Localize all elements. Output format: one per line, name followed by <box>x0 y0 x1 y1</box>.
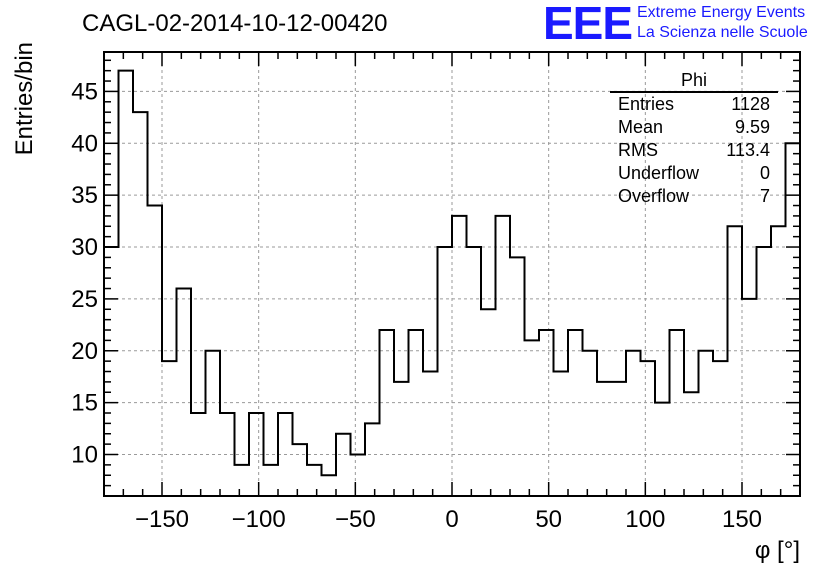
stats-row-mean: Mean 9.59 <box>610 116 778 139</box>
axis-ticks <box>103 52 801 496</box>
histogram-step-line <box>103 69 801 496</box>
x-tick-label: 0 <box>445 506 458 533</box>
stats-label: Overflow <box>618 186 690 206</box>
stats-label: Mean <box>618 117 664 137</box>
x-tick-label: 50 <box>535 506 562 533</box>
stats-value: 0 <box>759 163 770 183</box>
stats-box-title: Phi <box>610 70 778 93</box>
chart-title: CAGL-02-2014-10-12-00420 <box>82 10 388 37</box>
y-tick-label: 30 <box>71 234 98 261</box>
y-tick-label: 25 <box>71 286 98 313</box>
x-tick-label: 150 <box>722 506 762 533</box>
y-tick-label: 15 <box>71 390 98 417</box>
y-tick-labels: 10 15 20 25 30 35 40 45 <box>71 78 98 468</box>
y-tick-label: 45 <box>71 78 98 105</box>
stats-label: Underflow <box>618 163 700 183</box>
logo-line-2: La Scienza nelle Scuole <box>637 24 808 41</box>
stats-row-rms: RMS 113.4 <box>610 139 778 162</box>
stats-value: 7 <box>759 186 770 206</box>
stats-row-underflow: Underflow 0 <box>610 162 778 185</box>
stats-row-entries: Entries 1128 <box>610 93 778 116</box>
y-tick-label: 35 <box>71 182 98 209</box>
eee-logo: EEE <box>543 0 633 49</box>
stats-value: 113.4 <box>726 140 770 160</box>
x-tick-label: −50 <box>335 506 376 533</box>
y-tick-label: 10 <box>71 442 98 469</box>
x-tick-labels: −150 −100 −50 0 50 100 150 <box>135 506 762 533</box>
x-axis-label: φ [°] <box>755 537 800 564</box>
x-tick-label: −150 <box>135 506 189 533</box>
y-tick-label: 40 <box>71 130 98 157</box>
stats-row-overflow: Overflow 7 <box>610 185 778 208</box>
logo-line-1: Extreme Energy Events <box>637 4 806 21</box>
stats-value: 9.59 <box>734 117 770 137</box>
stats-label: RMS <box>618 140 658 160</box>
y-axis-label: Entries/bin <box>11 42 38 155</box>
logo-caption: Extreme Energy Events La Scienza nelle S… <box>637 3 808 43</box>
x-tick-label: 100 <box>625 506 665 533</box>
stats-label: Entries <box>618 94 675 114</box>
x-tick-label: −100 <box>232 506 286 533</box>
stats-value: 1128 <box>731 94 770 114</box>
y-tick-label: 20 <box>71 338 98 365</box>
stats-box: Phi Entries 1128 Mean 9.59 RMS 113.4 Und… <box>610 70 778 208</box>
